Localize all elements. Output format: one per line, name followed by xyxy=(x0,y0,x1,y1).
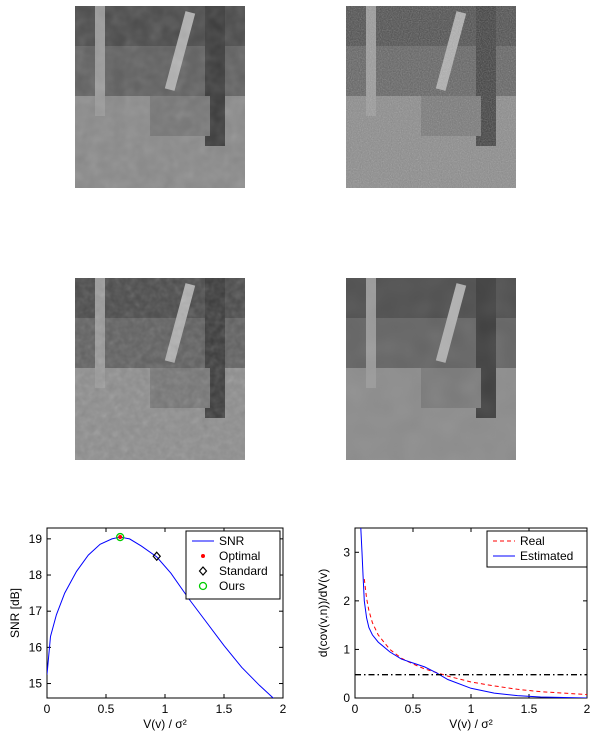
x-axis-label: V(v) / σ² xyxy=(143,717,186,731)
legend-label: Ours xyxy=(219,579,245,593)
y-axis-label: SNR [dB] xyxy=(8,588,22,638)
series-line-estimated xyxy=(360,528,587,698)
x-tick-label: 0 xyxy=(44,702,51,716)
legend-label: SNR xyxy=(219,534,245,548)
y-tick-label: 19 xyxy=(29,532,43,546)
x-tick-label: 1 xyxy=(162,702,169,716)
legend-box xyxy=(486,530,588,568)
x-tick-label: 0.5 xyxy=(98,702,115,716)
x-tick-label: 2 xyxy=(280,702,287,716)
y-tick-label: 1 xyxy=(343,642,350,656)
original-image-graphic xyxy=(75,6,245,188)
y-tick-label: 3 xyxy=(343,545,350,559)
x-tick-label: 1.5 xyxy=(216,702,233,716)
series-line-real xyxy=(363,578,587,696)
legend-marker xyxy=(198,566,208,576)
legend-label: Estimated xyxy=(520,549,573,563)
original-image xyxy=(75,6,245,188)
legend-marker xyxy=(201,554,205,558)
denoised-image-a xyxy=(75,278,245,460)
x-tick-label: 2 xyxy=(584,702,591,716)
y-tick-label: 0 xyxy=(343,691,350,705)
derivative-chart: 0 0.5 1 1.5 2 0 1 2 3 V(v) / σ² d(cov(v,n))/dV(v) R… xyxy=(316,527,591,731)
y-tick-label: 18 xyxy=(29,568,43,582)
y-axis-label: d(cov(v,n))/dV(v) xyxy=(316,569,330,657)
legend-box xyxy=(185,530,281,600)
legend-label: Standard xyxy=(219,564,268,578)
x-tick-label: 0.5 xyxy=(405,702,422,716)
plot-area xyxy=(355,528,587,698)
noisy-image-graphic xyxy=(346,6,516,188)
y-tick-label: 15 xyxy=(29,677,43,691)
standard-point xyxy=(152,551,162,562)
denoised-image-a-graphic xyxy=(75,278,245,460)
noisy-image xyxy=(346,6,516,188)
x-tick-label: 1.5 xyxy=(521,702,538,716)
denoised-image-b xyxy=(346,278,516,460)
legend-marker xyxy=(198,581,208,591)
x-axis-label: V(v) / σ² xyxy=(449,717,492,731)
series-line-snr xyxy=(47,536,274,698)
legend-label: Optimal xyxy=(219,549,260,563)
legend-label: Real xyxy=(520,534,545,548)
y-tick-label: 17 xyxy=(29,604,43,618)
y-tick-label: 16 xyxy=(29,640,43,654)
plot-area xyxy=(47,536,274,698)
x-tick-label: 1 xyxy=(468,702,475,716)
x-tick-label: 0 xyxy=(352,702,359,716)
denoised-image-b-graphic xyxy=(346,278,516,460)
optimal-point xyxy=(118,535,123,540)
ours-point xyxy=(116,532,125,542)
y-tick-label: 2 xyxy=(343,594,350,608)
